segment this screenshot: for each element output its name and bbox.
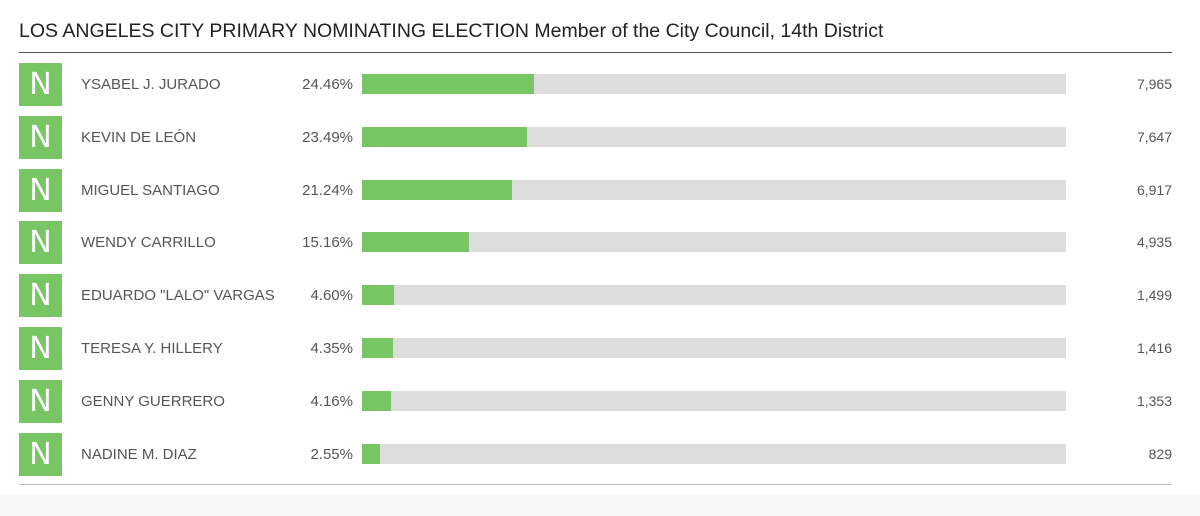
result-row: N GENNY GUERRERO 4.16% 1,353	[0, 379, 1200, 423]
bottom-divider	[19, 484, 1172, 485]
percent-label: 15.16%	[302, 234, 353, 252]
result-row: N WENDY CARRILLO 15.16% 4,935	[0, 221, 1200, 265]
vote-count: 7,965	[1136, 76, 1172, 92]
result-row: N MIGUEL SANTIAGO 21.24% 6,917	[0, 168, 1200, 212]
vote-count: 1,353	[1136, 392, 1172, 409]
vote-count: 1,416	[1136, 340, 1172, 356]
chart-title: LOS ANGELES CITY PRIMARY NOMINATING ELEC…	[19, 20, 884, 42]
bar-track	[362, 443, 1066, 464]
candidate-name: MIGUEL SANTIAGO	[81, 181, 220, 199]
bar-track	[362, 74, 1066, 94]
percent-label: 24.46%	[302, 76, 353, 93]
nonpartisan-badge: N	[19, 432, 62, 476]
bar-fill	[362, 338, 393, 358]
title-divider	[19, 52, 1172, 53]
vote-count: 6,917	[1136, 181, 1172, 198]
percent-label: 2.55%	[310, 445, 353, 463]
candidate-name: KEVIN DE LEÓN	[81, 128, 197, 146]
result-row: N TERESA Y. HILLERY 4.35% 1,416	[0, 327, 1200, 370]
bar-track	[362, 126, 1066, 147]
bar-fill	[362, 179, 512, 200]
bar-fill	[362, 390, 392, 411]
vote-count: 4,935	[1136, 234, 1172, 251]
result-row: N EDUARDO "LALO" VARGAS 4.60% 1,499	[0, 274, 1200, 318]
vote-count: 1,499	[1136, 287, 1172, 304]
bar-fill	[362, 126, 528, 147]
bar-fill	[362, 443, 380, 464]
nonpartisan-badge: N	[19, 168, 62, 212]
candidate-name: WENDY CARRILLO	[81, 234, 216, 252]
percent-label: 23.49%	[302, 128, 353, 146]
result-row: N KEVIN DE LEÓN 23.49% 7,647	[0, 115, 1200, 159]
bar-track	[362, 179, 1066, 200]
bar-fill	[362, 232, 469, 253]
bar-track	[362, 390, 1066, 411]
candidate-name: NADINE M. DIAZ	[81, 445, 197, 463]
bar-track	[362, 232, 1066, 253]
candidate-name: EDUARDO "LALO" VARGAS	[81, 287, 275, 305]
nonpartisan-badge: N	[19, 221, 62, 265]
nonpartisan-badge: N	[19, 63, 62, 106]
bar-track	[362, 285, 1066, 306]
bar-track	[362, 338, 1066, 358]
bar-fill	[362, 285, 395, 306]
bar-fill	[362, 74, 535, 94]
result-row: N NADINE M. DIAZ 2.55% 829	[0, 432, 1200, 476]
nonpartisan-badge: N	[19, 379, 62, 423]
percent-label: 4.60%	[310, 287, 353, 305]
vote-count: 829	[1148, 445, 1172, 462]
candidate-name: TERESA Y. HILLERY	[81, 340, 223, 357]
nonpartisan-badge: N	[19, 274, 62, 318]
percent-label: 4.35%	[310, 340, 353, 357]
percent-label: 4.16%	[310, 392, 353, 410]
footer-band	[0, 495, 1200, 516]
candidate-name: YSABEL J. JURADO	[81, 76, 221, 93]
result-row: N YSABEL J. JURADO 24.46% 7,965	[0, 63, 1200, 106]
nonpartisan-badge: N	[19, 115, 62, 159]
candidate-name: GENNY GUERRERO	[81, 392, 225, 410]
percent-label: 21.24%	[302, 181, 353, 199]
vote-count: 7,647	[1136, 128, 1172, 145]
nonpartisan-badge: N	[19, 327, 62, 370]
